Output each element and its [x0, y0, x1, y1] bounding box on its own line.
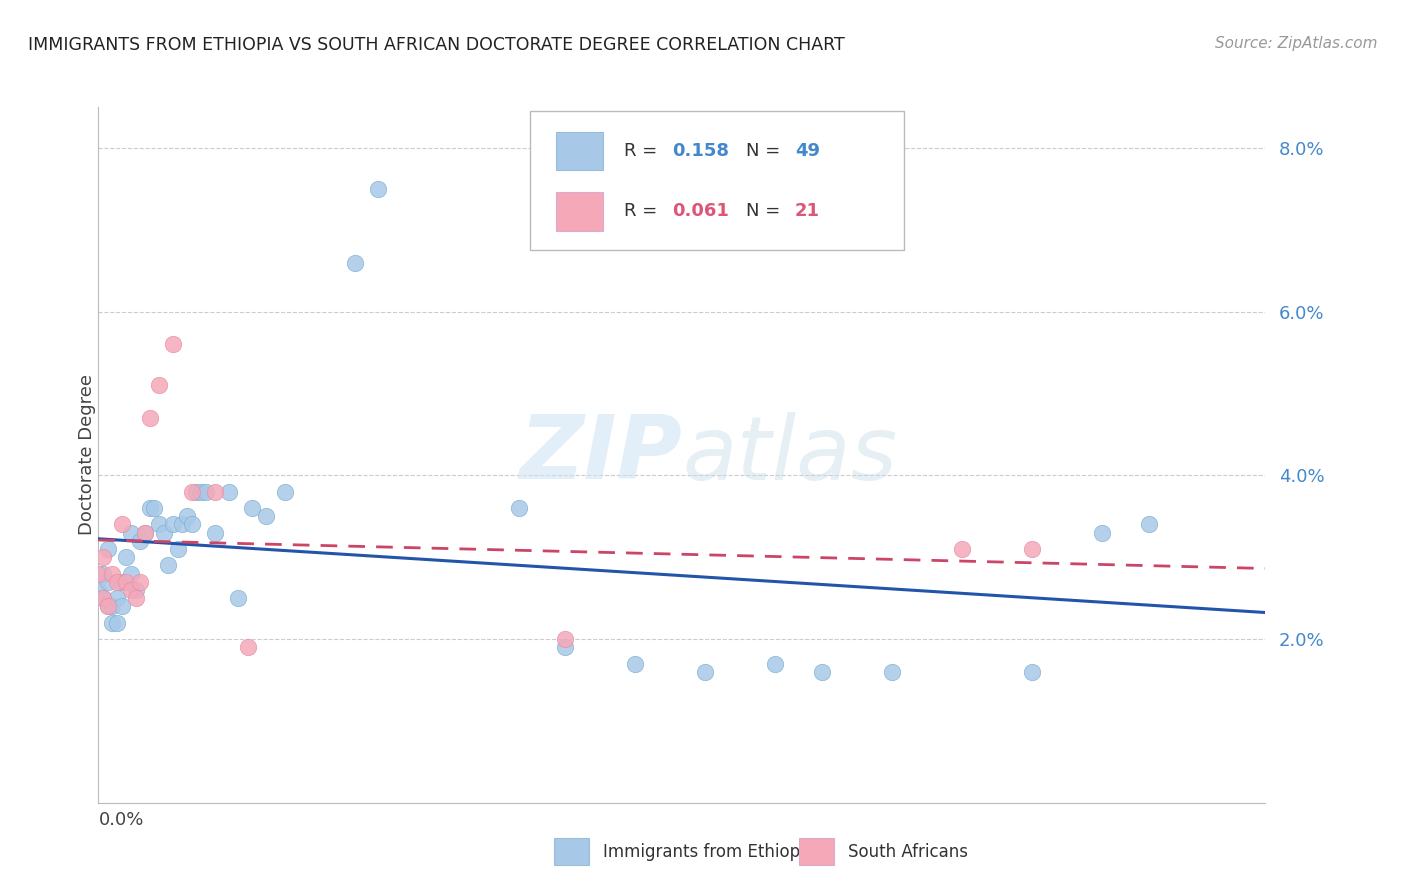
- Point: [87, 582, 110, 597]
- Point: [120, 566, 142, 581]
- Point: [120, 525, 142, 540]
- Point: [97, 599, 120, 614]
- Text: 0.061: 0.061: [672, 202, 730, 220]
- Point: [162, 337, 184, 351]
- Point: [134, 525, 156, 540]
- Point: [166, 542, 188, 557]
- Point: [111, 517, 134, 532]
- Text: IMMIGRANTS FROM ETHIOPIA VS SOUTH AFRICAN DOCTORATE DEGREE CORRELATION CHART: IMMIGRANTS FROM ETHIOPIA VS SOUTH AFRICA…: [28, 36, 845, 54]
- Text: Source: ZipAtlas.com: Source: ZipAtlas.com: [1215, 36, 1378, 51]
- Point: [180, 484, 202, 499]
- Point: [148, 517, 170, 532]
- Point: [134, 525, 156, 540]
- Text: N =: N =: [747, 202, 786, 220]
- Point: [695, 665, 717, 679]
- Point: [91, 550, 114, 565]
- Point: [157, 558, 180, 573]
- Point: [125, 591, 148, 606]
- Point: [1137, 517, 1160, 532]
- Point: [139, 501, 162, 516]
- Point: [1091, 525, 1114, 540]
- Point: [105, 574, 128, 589]
- Point: [367, 182, 389, 196]
- Point: [554, 632, 576, 646]
- Y-axis label: Doctorate Degree: Doctorate Degree: [79, 375, 96, 535]
- Point: [129, 574, 152, 589]
- FancyBboxPatch shape: [799, 838, 834, 864]
- Point: [87, 566, 110, 581]
- Point: [218, 484, 240, 499]
- Point: [190, 484, 212, 499]
- Point: [176, 509, 198, 524]
- Point: [228, 591, 250, 606]
- Point: [152, 525, 174, 540]
- Point: [148, 378, 170, 392]
- Text: 0.0%: 0.0%: [98, 811, 143, 830]
- Point: [111, 574, 134, 589]
- Point: [554, 640, 576, 655]
- Point: [101, 599, 124, 614]
- Text: R =: R =: [624, 142, 662, 160]
- FancyBboxPatch shape: [555, 193, 603, 230]
- Point: [125, 582, 148, 597]
- Point: [811, 665, 834, 679]
- Point: [120, 582, 142, 597]
- Point: [91, 591, 114, 606]
- Point: [111, 599, 134, 614]
- Point: [880, 665, 903, 679]
- Point: [115, 574, 138, 589]
- Text: 21: 21: [796, 202, 820, 220]
- Point: [194, 484, 217, 499]
- Text: atlas: atlas: [682, 412, 897, 498]
- Point: [105, 591, 128, 606]
- Point: [101, 566, 124, 581]
- Point: [129, 533, 152, 548]
- Point: [101, 615, 124, 630]
- FancyBboxPatch shape: [530, 111, 904, 250]
- Text: South Africans: South Africans: [848, 843, 967, 861]
- Point: [344, 255, 367, 269]
- Point: [139, 411, 162, 425]
- Point: [204, 525, 226, 540]
- Point: [115, 550, 138, 565]
- Text: 0.158: 0.158: [672, 142, 730, 160]
- Text: 49: 49: [796, 142, 820, 160]
- Point: [950, 542, 973, 557]
- Point: [624, 657, 647, 671]
- Text: Immigrants from Ethiopia: Immigrants from Ethiopia: [603, 843, 814, 861]
- Point: [763, 657, 786, 671]
- Point: [204, 484, 226, 499]
- Point: [91, 566, 114, 581]
- Point: [97, 599, 120, 614]
- Text: ZIP: ZIP: [519, 411, 682, 499]
- Point: [172, 517, 194, 532]
- Point: [1021, 665, 1043, 679]
- Point: [180, 517, 202, 532]
- Point: [105, 615, 128, 630]
- Point: [1021, 542, 1043, 557]
- Text: R =: R =: [624, 202, 662, 220]
- Point: [97, 542, 120, 557]
- Point: [256, 509, 278, 524]
- Point: [91, 591, 114, 606]
- Point: [143, 501, 166, 516]
- Point: [97, 574, 120, 589]
- Point: [508, 501, 530, 516]
- FancyBboxPatch shape: [554, 838, 589, 864]
- Point: [274, 484, 297, 499]
- Point: [162, 517, 184, 532]
- Point: [186, 484, 208, 499]
- Point: [236, 640, 259, 655]
- Text: N =: N =: [747, 142, 786, 160]
- Point: [242, 501, 264, 516]
- FancyBboxPatch shape: [555, 132, 603, 170]
